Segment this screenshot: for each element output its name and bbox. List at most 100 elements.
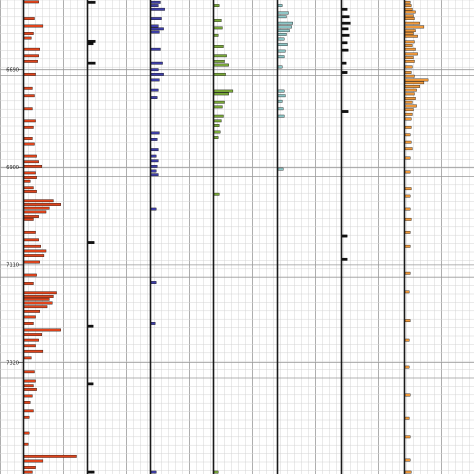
depth-tick-label: 6900: [6, 165, 19, 171]
track-7-bar: [404, 10, 416, 14]
track-7-bar: [404, 56, 414, 59]
track-4-bar: [213, 136, 219, 139]
track-1-bar: [23, 466, 36, 469]
track-2-bar: [87, 324, 94, 328]
track-3-bar: [150, 154, 157, 158]
depth-tick-label: 7110: [6, 263, 19, 269]
track-1-bar: [23, 388, 37, 391]
track-3-bar: [150, 61, 163, 65]
track-7-bar: [404, 194, 411, 198]
track-7-bar: [404, 4, 412, 7]
track-5-bar: [277, 167, 284, 171]
track-4-bar: [213, 124, 220, 127]
track-1-bar: [23, 415, 30, 419]
track-4-bar: [213, 59, 225, 63]
track-2-bar: [87, 470, 95, 474]
track-7-bar: [404, 88, 417, 92]
track-1-bar: [23, 349, 44, 353]
track-5-bar: [277, 29, 290, 33]
track-7-bar: [404, 97, 416, 100]
track-1-bar: [23, 186, 34, 190]
track-3-bar: [150, 207, 157, 211]
depth-axis: 6690 6900 7110 7320: [6, 68, 23, 366]
track-1-bar: [23, 273, 37, 277]
track-7-bar: [404, 187, 412, 191]
track-1-bar: [23, 291, 57, 295]
track-3-bar: [150, 78, 160, 82]
track-1-bar: [23, 215, 39, 218]
track-5-bar: [277, 94, 286, 98]
track-6-bar: [341, 27, 349, 31]
track-5-bar: [277, 89, 285, 93]
track-7-bar: [404, 71, 412, 74]
track-6-bar: [341, 257, 348, 261]
track-1-bar: [23, 249, 47, 253]
track-1-bar: [23, 401, 31, 404]
track-7-bar: [404, 17, 415, 20]
track-6-bar: [341, 61, 347, 65]
track-6-bar: [341, 33, 350, 37]
track-6-bar: [341, 48, 349, 52]
track-2-bar: [87, 39, 96, 43]
track-1-bar: [23, 409, 34, 413]
track-7-bar: [404, 21, 420, 25]
track-3-bar: [150, 7, 165, 11]
track-1-bar: [23, 301, 53, 305]
track-1-bar: [23, 322, 34, 325]
track-6-bar: [341, 21, 351, 25]
track-1-bar: [23, 295, 54, 298]
track-4-bar: [213, 130, 221, 134]
track-7-bar: [404, 59, 415, 63]
track-3-bar: [150, 88, 159, 92]
track-5-bar: [277, 49, 286, 53]
track-1-bar: [23, 72, 36, 76]
track-1-bar: [23, 210, 47, 214]
track-1-bar: [23, 370, 35, 374]
track-7-bar: [404, 112, 413, 116]
track-3-bar: [150, 30, 160, 34]
track-3-bar: [150, 96, 158, 99]
track-2-bar: [87, 42, 94, 46]
track-4-bar: [213, 470, 219, 474]
track-7-bar: [404, 230, 411, 234]
track-5-bar: [277, 43, 288, 46]
track-5-bar: [277, 37, 285, 41]
track-1-bar: [23, 17, 35, 20]
track-1-bar: [23, 176, 37, 179]
track-5-bar: [277, 33, 287, 36]
track-7-bar: [404, 416, 410, 420]
track-1-bar: [23, 171, 36, 175]
track-7-bar: [404, 47, 416, 51]
track-7-bar: [404, 244, 411, 248]
track-1-bar: [23, 315, 36, 319]
track-3-bar: [150, 47, 161, 51]
track-7-bar: [404, 14, 414, 18]
track-7-bar: [404, 470, 412, 474]
track-5-bar: [277, 114, 285, 118]
track-2-bar: [87, 0, 96, 4]
track-1-bar: [23, 305, 48, 309]
track-4-bar: [213, 119, 222, 123]
track-1-bar: [23, 86, 33, 90]
track-1-bar: [23, 338, 39, 342]
track-7-bar: [404, 125, 412, 129]
track-5-bar: [277, 65, 283, 69]
track-1-bar: [23, 206, 50, 210]
track-1-bar: [23, 154, 37, 158]
track-7-bar: [404, 207, 411, 211]
track-7-bar: [404, 44, 413, 47]
track-1-bar: [23, 0, 39, 4]
track-1-bar: [23, 32, 34, 35]
track-7-bar: [404, 40, 415, 44]
track-3-bar: [150, 322, 156, 325]
track-7-bar: [404, 133, 411, 137]
track-6-bar: [341, 71, 348, 74]
track-7-bar: [404, 52, 418, 56]
track-1-bar: [23, 36, 32, 40]
track-1-bar: [23, 160, 39, 164]
track-1-bar: [23, 203, 61, 206]
track-4-bar: [213, 105, 223, 109]
track-7-bar: [404, 170, 411, 174]
track-7-bar: [404, 117, 412, 121]
track-baselines: [22, 0, 406, 474]
